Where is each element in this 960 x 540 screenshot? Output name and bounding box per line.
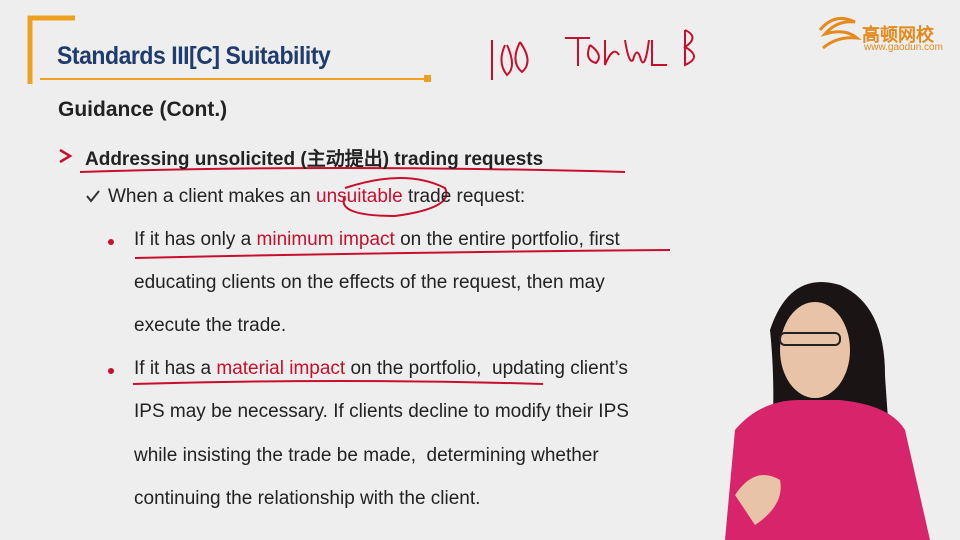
bullet-text: Addressing unsolicited (主动提出) trading re…: [85, 149, 544, 170]
slide-title: Standards III[C] Suitability: [57, 42, 331, 70]
text-segment: educating clients on the effects of the …: [134, 272, 605, 293]
title-rule-end: [424, 75, 431, 82]
sub-bullet-text: When a client makes an unsuitable trade …: [108, 186, 525, 208]
text-segment: while insisting the trade be made, deter…: [134, 445, 599, 466]
dot-bullet: [108, 239, 114, 245]
section-heading: Guidance (Cont.): [58, 98, 228, 121]
item-line: If it has only a minimum impact on the e…: [134, 229, 620, 251]
item-line: while insisting the trade be made, deter…: [134, 445, 599, 467]
text-segment: If it has a: [134, 358, 217, 379]
item-line: educating clients on the effects of the …: [134, 272, 605, 294]
dot-bullet: [108, 368, 114, 374]
item-line: If it has a material impact on the portf…: [134, 358, 628, 380]
text-segment: continuing the relationship with the cli…: [134, 488, 481, 509]
logo-name: 高顿网校: [862, 25, 934, 45]
text-segment: minimum impact: [256, 229, 395, 250]
presenter: [725, 282, 930, 540]
text-segment: unsuitable: [316, 186, 403, 207]
text-segment: When a client makes an: [108, 186, 317, 207]
text-segment: on the portfolio, updating client’s: [345, 358, 628, 379]
arrow-bullet: [59, 148, 73, 164]
title-bracket: [27, 15, 75, 84]
text-segment: on the entire portfolio, first: [394, 229, 620, 250]
item-line: IPS may be necessary. If clients decline…: [134, 401, 629, 423]
text-segment: execute the trade.: [134, 315, 287, 336]
text-segment: If it has only a: [134, 229, 257, 250]
logo-icon: [818, 16, 862, 50]
logo-url: www.gaodun.com: [864, 42, 943, 53]
text-segment: trade request:: [402, 186, 526, 207]
item-line: execute the trade.: [134, 315, 286, 337]
item-line: continuing the relationship with the cli…: [134, 488, 480, 510]
text-segment: material impact: [216, 358, 346, 379]
text-segment: IPS may be necessary. If clients decline…: [134, 401, 629, 422]
check-bullet: [86, 190, 100, 203]
handwriting: [79, 29, 695, 385]
